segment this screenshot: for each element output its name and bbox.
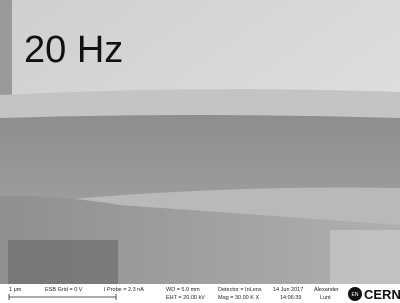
- info-bar: 1 μm ESB Grid = 0 V I Probe = 2.3 nA WD …: [0, 284, 400, 303]
- eht: EHT = 20.00 kV: [166, 295, 205, 301]
- operator: Alexander: [314, 287, 339, 293]
- sem-screenshot: 20 Hz 1 μm ESB Grid = 0 V I Probe = 2.3 …: [0, 0, 400, 303]
- time: 14:06:39: [280, 295, 301, 301]
- sem-image: 20 Hz: [0, 0, 400, 284]
- detector: Detector = InLens: [218, 287, 262, 293]
- working-distance: WD = 5.0 mm: [166, 287, 200, 293]
- esb-grid: ESB Grid = 0 V: [45, 287, 83, 293]
- frequency-label: 20 Hz: [24, 29, 123, 71]
- operator: Lunt: [320, 295, 331, 301]
- scale-label: 1 μm: [9, 287, 22, 293]
- logo-badge-text: EN: [352, 292, 359, 298]
- logo-text: CERN: [364, 287, 400, 302]
- i-probe: I Probe = 2.3 nA: [104, 287, 144, 293]
- magnification: Mag = 30.00 K X: [218, 295, 259, 301]
- date: 14 Jun 2017: [273, 287, 303, 293]
